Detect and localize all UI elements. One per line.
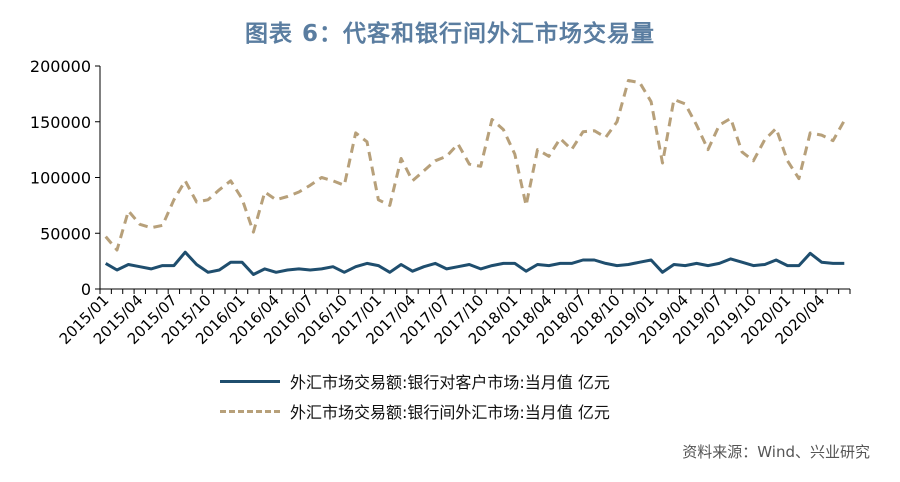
y-tick-label: 100000 bbox=[30, 169, 91, 188]
legend-swatch-solid bbox=[220, 379, 280, 383]
y-tick-label: 0 bbox=[81, 280, 91, 299]
y-tick-label: 50000 bbox=[40, 224, 91, 243]
legend-label-interbank: 外汇市场交易额:银行间外汇市场:当月值 亿元 bbox=[290, 403, 610, 422]
y-tick-label: 200000 bbox=[30, 57, 91, 76]
source-note: 资料来源：Wind、兴业研究 bbox=[682, 443, 870, 461]
series-line-client bbox=[104, 250, 845, 276]
legend-item-interbank: 外汇市场交易额:银行间外汇市场:当月值 亿元 bbox=[220, 400, 610, 422]
y-tick-label: 150000 bbox=[30, 113, 91, 132]
chart-title: 图表 6：代客和银行间外汇市场交易量 bbox=[244, 21, 655, 47]
legend-item-client: 外汇市场交易额:银行对客户市场:当月值 亿元 bbox=[220, 370, 610, 392]
legend-swatch-dashed bbox=[220, 409, 280, 413]
series-line-interbank bbox=[104, 79, 846, 252]
legend-label-client: 外汇市场交易额:银行对客户市场:当月值 亿元 bbox=[290, 373, 610, 392]
